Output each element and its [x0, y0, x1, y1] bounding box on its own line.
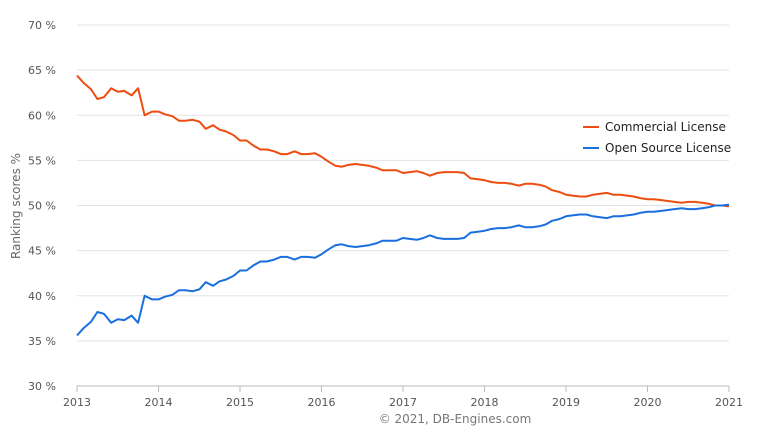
x-tick-label: 2014 — [145, 396, 173, 409]
x-tick-label: 2015 — [226, 396, 254, 409]
x-tick-label: 2013 — [63, 396, 91, 409]
grid-lines — [77, 24, 729, 387]
x-tick-label: 2016 — [308, 396, 336, 409]
legend-label: Open Source License — [605, 141, 731, 155]
series-line-commercial[interactable] — [76, 74, 730, 208]
legend-label: Commercial License — [605, 120, 726, 134]
y-tick-label: 55 % — [28, 154, 56, 167]
y-tick-label: 40 % — [28, 290, 56, 303]
y-tick-label: 70 % — [28, 19, 56, 32]
y-tick-label: 60 % — [28, 109, 56, 122]
credit-text[interactable]: © 2021, DB-Engines.com — [379, 412, 532, 426]
legend-item-open-source[interactable]: Open Source License — [583, 141, 731, 155]
series-line-open-source[interactable] — [76, 203, 730, 337]
y-tick-label: 30 % — [28, 380, 56, 393]
y-axis-label: Ranking scores % — [9, 153, 23, 259]
x-tick-label: 2020 — [634, 396, 662, 409]
y-axis-ticks: 70 % 65 % 60 % 55 % 50 % 45 % 40 % 35 % 30 % — [28, 19, 56, 393]
x-axis: 2013 2014 2015 2016 2017 2018 2019 2020 2021 — [63, 386, 743, 409]
legend: Commercial License Open Source License — [583, 120, 731, 155]
y-tick-label: 35 % — [28, 335, 56, 348]
y-tick-label: 65 % — [28, 64, 56, 77]
y-tick-label: 50 % — [28, 200, 56, 213]
x-tick-label: 2021 — [715, 396, 743, 409]
x-tick-label: 2017 — [389, 396, 417, 409]
x-tick-label: 2019 — [552, 396, 580, 409]
x-tick-label: 2018 — [471, 396, 499, 409]
series-lines — [76, 74, 730, 337]
y-tick-label: 45 % — [28, 245, 56, 258]
legend-item-commercial[interactable]: Commercial License — [583, 120, 726, 134]
